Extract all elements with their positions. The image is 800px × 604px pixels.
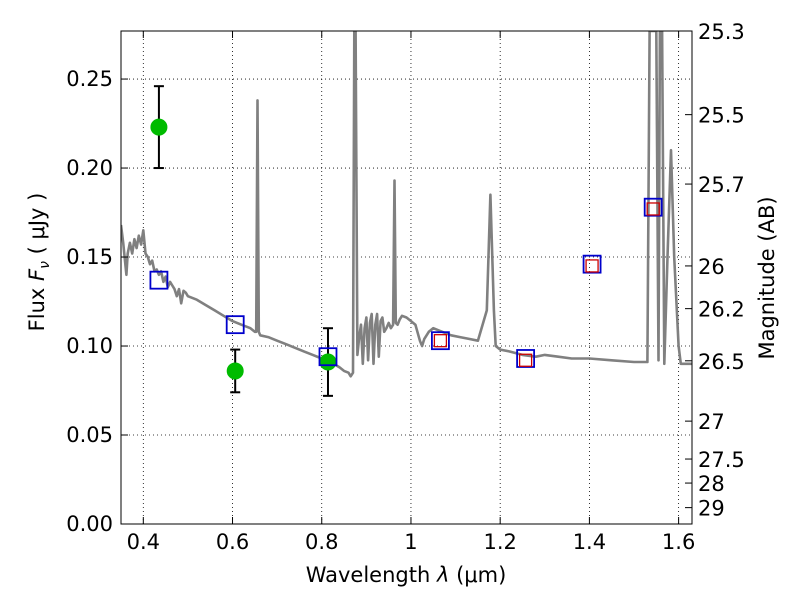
y-tick-label: 0.05	[66, 423, 113, 447]
magnitude-tick-label: 29	[698, 497, 725, 521]
y-tick-label: 0.25	[66, 67, 113, 91]
y-tick-label: 0.10	[66, 334, 113, 358]
model-photometry-inner-marker	[585, 259, 599, 273]
model-photometry-inner-marker	[433, 334, 448, 348]
x-tick-label: 1.6	[662, 530, 695, 554]
x-tick-label: 0.8	[305, 530, 338, 554]
model-photometry-inner-marker	[646, 202, 660, 216]
magnitude-tick-label: 27	[698, 410, 725, 434]
plot-area	[121, 31, 692, 524]
magnitude-tick-label: 26.5	[698, 350, 745, 374]
magnitude-tick-label: 25.7	[698, 173, 745, 197]
observed-flux-point	[150, 118, 168, 136]
secondary-y-axis-label: Magnitude (AB)	[755, 196, 779, 359]
x-tick-label: 1.2	[483, 530, 516, 554]
plot-frame	[120, 30, 693, 525]
magnitude-tick-label: 25.5	[698, 104, 745, 128]
observed-flux-point	[319, 353, 337, 371]
model-photometry-marker	[318, 347, 338, 367]
y-axis-label: Flux Fν ( μJy )	[25, 193, 53, 332]
data-layer	[121, 31, 692, 397]
magnitude-tick-label: 28	[698, 472, 725, 496]
magnitude-tick-label: 27.5	[698, 448, 745, 472]
y-axis-label-symbol: F	[25, 268, 49, 281]
y-axis-label-prefix: Flux	[25, 281, 49, 331]
model-photometry-marker	[149, 270, 169, 290]
model-photometry-marker	[582, 254, 602, 274]
model-photometry-inner-marker	[518, 353, 533, 367]
observed-flux-point	[226, 362, 244, 380]
x-tick-label: 0.4	[127, 530, 160, 554]
model-photometry-marker	[516, 349, 536, 368]
x-tick-label: 1.4	[573, 530, 606, 554]
x-tick-label: 0.6	[216, 530, 249, 554]
x-tick-label: 1	[404, 530, 417, 554]
model-photometry-marker	[431, 331, 450, 351]
x-axis-label: Wavelength λ (μm)	[306, 563, 507, 587]
magnitude-tick-label: 26	[698, 255, 725, 279]
y-tick-label: 0.00	[66, 512, 113, 536]
x-axis-label-prefix: Wavelength	[306, 563, 437, 587]
template-spectrum-line	[121, 31, 692, 378]
y-tick-label: 0.20	[66, 156, 113, 180]
y-axis-label-units: ( μJy )	[25, 193, 49, 261]
magnitude-tick-label: 25.3	[698, 20, 745, 44]
x-axis-label-symbol: λ	[436, 563, 449, 587]
x-axis-label-units: (μm)	[449, 563, 506, 587]
y-tick-label: 0.15	[66, 245, 113, 269]
model-photometry-marker	[225, 315, 245, 335]
model-photometry-marker	[643, 197, 663, 217]
y-axis-label-subscript: ν	[37, 261, 53, 269]
axis-ticks: 0.4 0.6 0.8 1 1.2 1.4 1.6 0.00 0.05 0.10 0.15 0.20 0…	[66, 20, 745, 554]
magnitude-tick-label: 26.2	[698, 298, 745, 322]
